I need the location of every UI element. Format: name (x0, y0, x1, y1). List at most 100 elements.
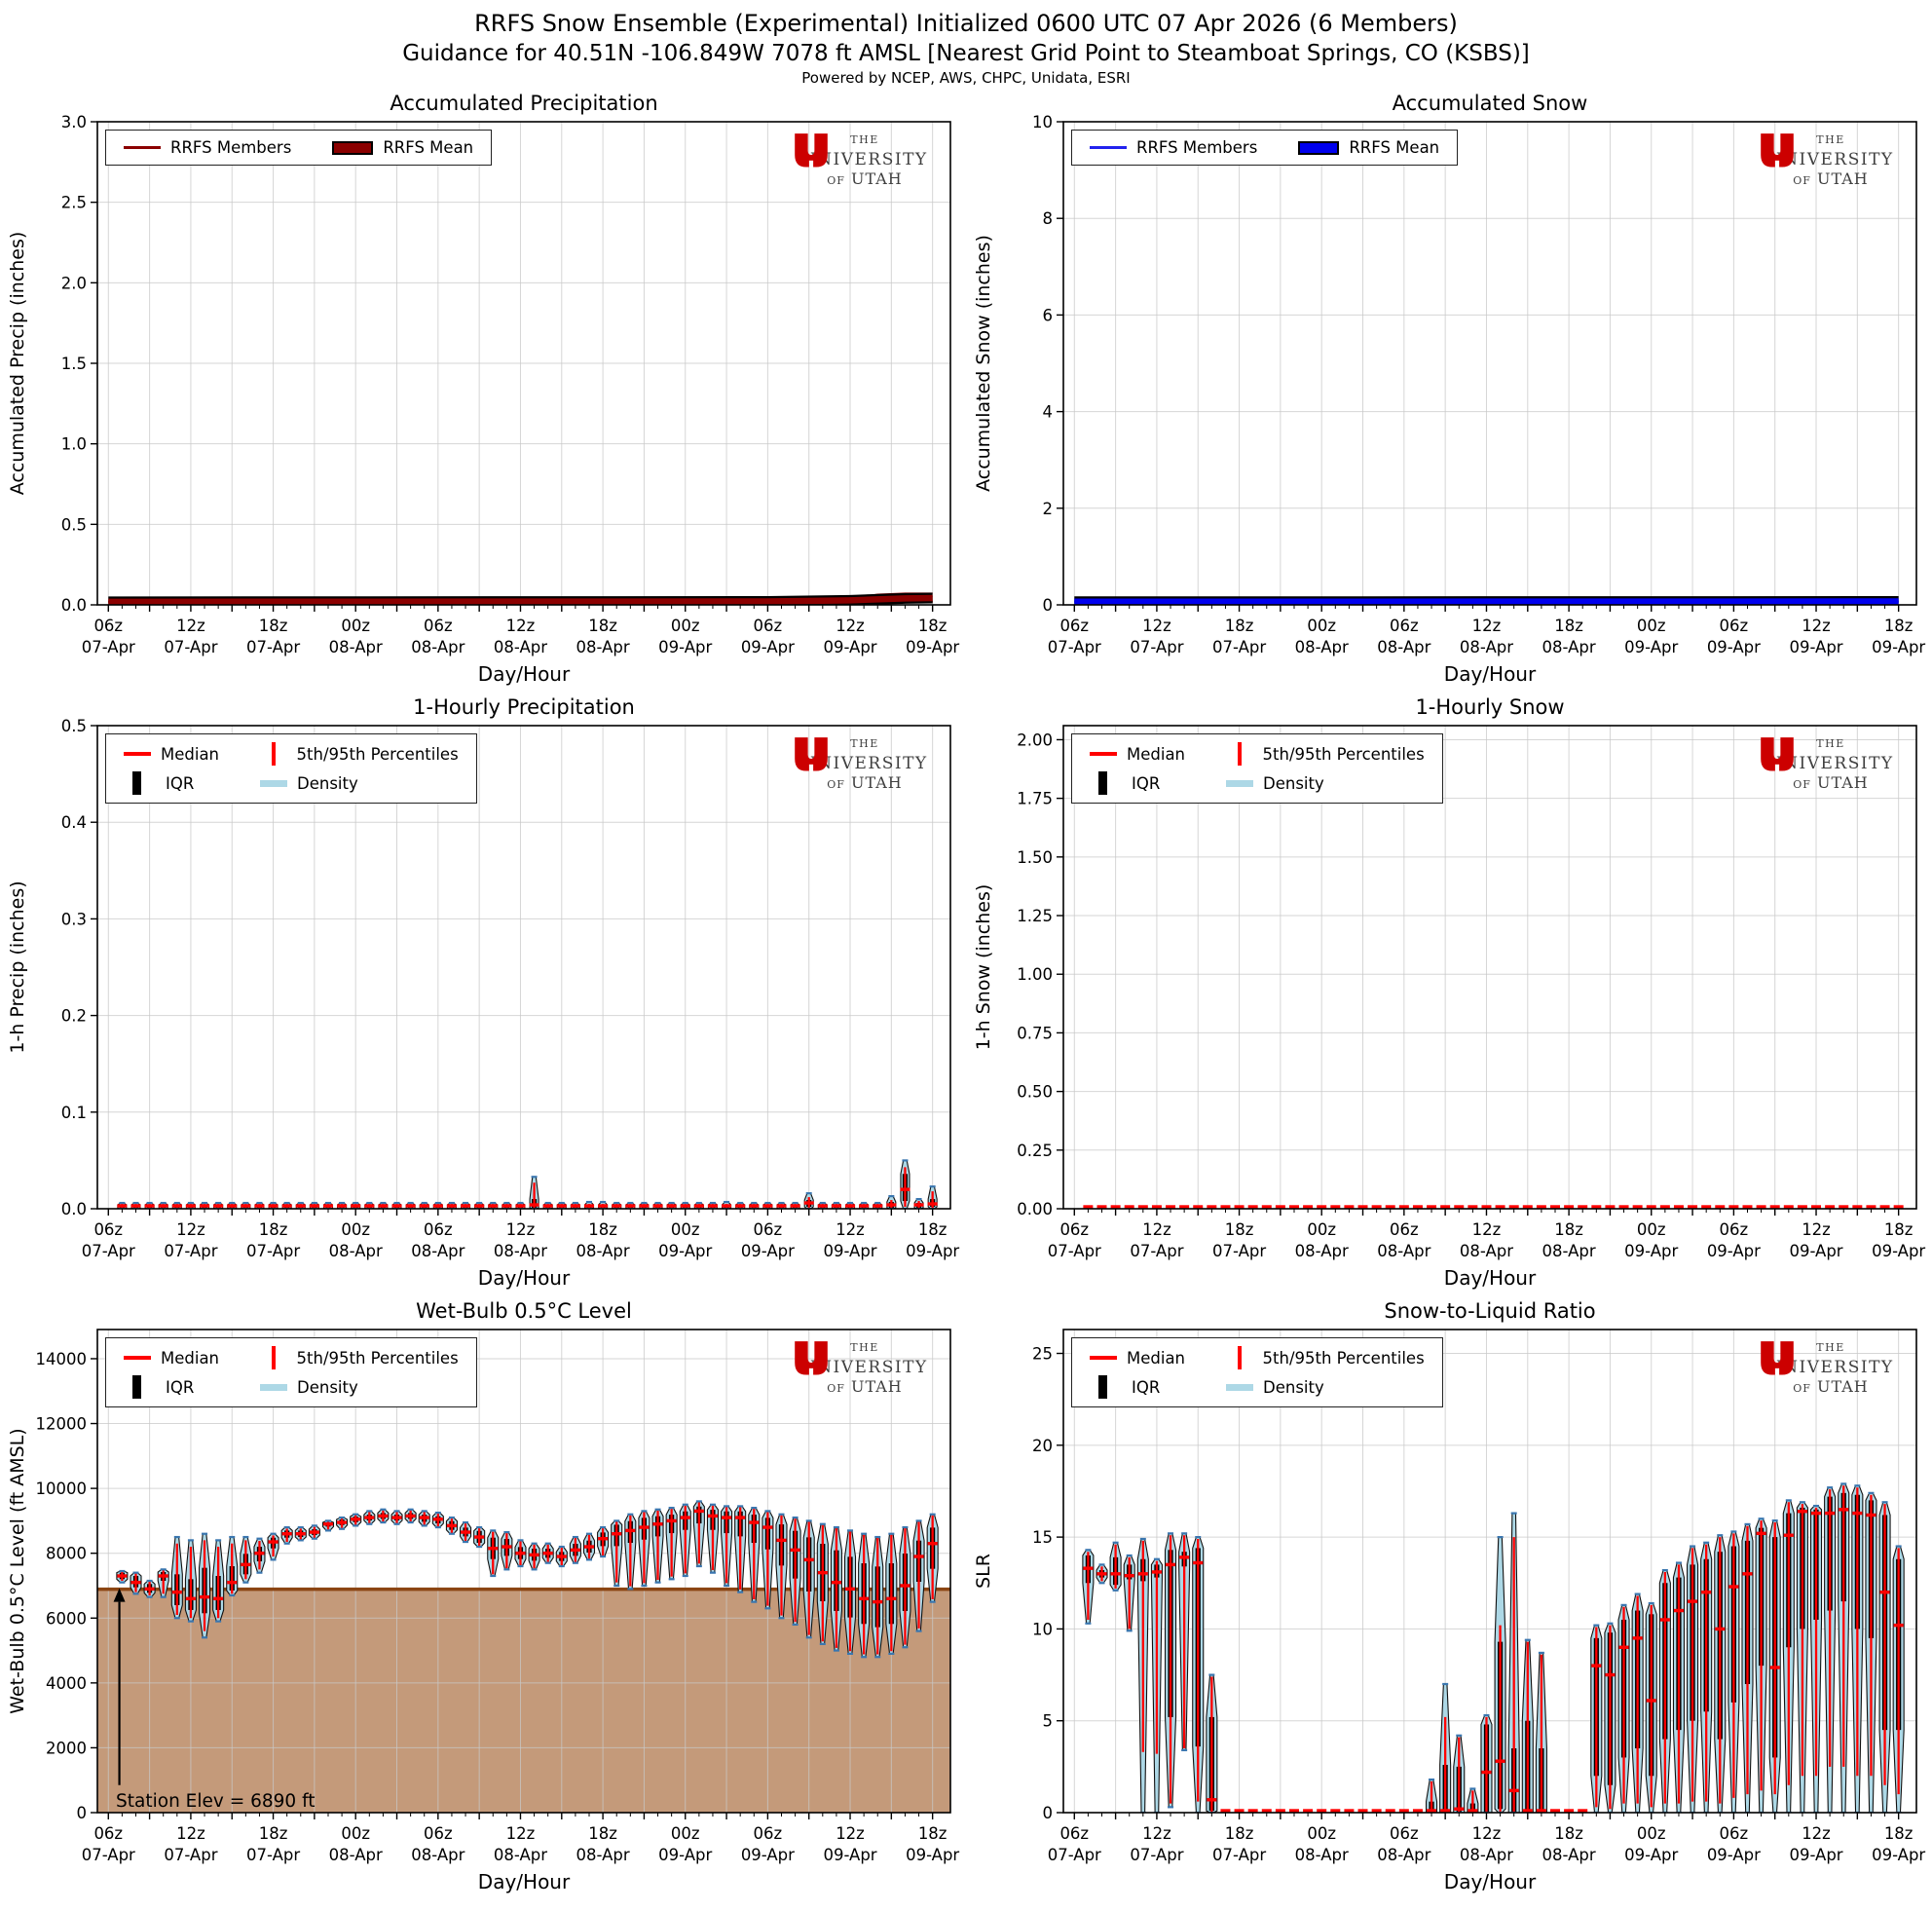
svg-text:Accumulated Snow: Accumulated Snow (1393, 92, 1588, 115)
median-dash (1578, 1205, 1588, 1209)
y-tick-label: 2.0 (61, 274, 87, 292)
violin-cap (1098, 1563, 1105, 1566)
median-dash (927, 1202, 938, 1206)
violin-cap (283, 1201, 290, 1205)
violin-cap (1785, 1499, 1792, 1502)
violin-cap (751, 1201, 758, 1205)
x-tick-hour: 18z (1884, 617, 1913, 635)
median-dash (680, 1516, 690, 1519)
violin-cap (531, 1176, 538, 1179)
x-tick-hour: 18z (259, 617, 288, 635)
median-dash (1166, 1205, 1176, 1209)
violin-cap (1607, 1622, 1614, 1625)
violin-cap (1098, 1582, 1105, 1585)
x-tick-date: 08-Apr (1377, 1242, 1430, 1260)
y-axis-label: Wet-Bulb 0.5°C Level (ft AMSL) (7, 1428, 28, 1713)
median-dash (1110, 1572, 1121, 1576)
violin-cap (324, 1519, 331, 1522)
violin-cap (1703, 1541, 1710, 1544)
x-tick-date: 07-Apr (1048, 1242, 1101, 1260)
y-tick-label: 2000 (46, 1739, 87, 1757)
median-dash (625, 1528, 636, 1533)
x-tick-date: 08-Apr (494, 1242, 547, 1260)
median-dash (144, 1204, 155, 1208)
x-tick-hour: 18z (1554, 617, 1583, 635)
utah-block-u-icon (1761, 737, 1794, 771)
x-tick-date: 07-Apr (164, 1242, 217, 1260)
median-dash (762, 1204, 773, 1208)
university-of-utah-logo: THE UNIVERSITY OF UTAH (1757, 737, 1905, 792)
x-tick-hour: 06z (1720, 1824, 1749, 1843)
median-dash (1179, 1205, 1190, 1209)
median-dash (735, 1204, 746, 1208)
accum-precip-legend: RRFS Members RRFS Mean (105, 130, 493, 166)
median-dash (831, 1204, 841, 1208)
y-tick-label: 1.00 (1017, 965, 1053, 984)
median-dash (502, 1204, 512, 1208)
median-dash (1756, 1205, 1766, 1209)
legend-label: 5th/95th Percentiles (296, 1348, 459, 1368)
y-tick-label: 1.75 (1017, 790, 1053, 808)
y-tick-label: 4 (1043, 403, 1054, 422)
station-elev-arrowhead (113, 1588, 126, 1602)
violin-cap (1840, 1482, 1847, 1485)
violin-cap (256, 1537, 263, 1540)
y-tick-label: 1.5 (61, 355, 87, 373)
hourly-precip-series (117, 1159, 938, 1209)
x-tick-hour: 12z (1802, 1824, 1831, 1843)
x-tick-date: 08-Apr (329, 1242, 383, 1260)
panel-hourly-precip: 1-Hourly Precipitation 06z 07-Apr 12z 07-Apr… (0, 691, 966, 1294)
median-dash (1454, 1205, 1465, 1209)
legend-swatch-density (260, 1383, 288, 1391)
violin-cap (847, 1201, 854, 1205)
violin-cap (641, 1510, 648, 1513)
violin-cap (146, 1201, 153, 1205)
y-tick-label: 0 (1043, 596, 1054, 615)
x-tick-date: 08-Apr (411, 1846, 464, 1864)
x-tick-date: 07-Apr (82, 1846, 135, 1864)
violin-cap (600, 1525, 607, 1529)
violin-cap (1881, 1501, 1888, 1504)
utah-block-u-icon (795, 133, 828, 168)
violin-cap (1895, 1545, 1902, 1548)
median-dash (1193, 1560, 1204, 1565)
violin-cap (695, 1500, 702, 1503)
violin-cap (434, 1201, 441, 1205)
median-dash (749, 1204, 760, 1208)
legend-swatch-median (124, 1355, 151, 1361)
x-tick-date: 09-Apr (1707, 1846, 1761, 1864)
median-dash (281, 1532, 292, 1536)
legend-item: 5th/95th Percentiles (1226, 1346, 1425, 1369)
violin-cap (1854, 1484, 1861, 1487)
legend-label: Density (297, 773, 358, 793)
legend-item: RRFS Mean (1298, 138, 1439, 157)
violin-cap (600, 1200, 607, 1204)
median-dash (213, 1596, 224, 1600)
violin-cap (119, 1201, 126, 1205)
median-dash (1742, 1205, 1753, 1209)
median-dash (1440, 1205, 1451, 1209)
median-dash (1288, 1809, 1299, 1813)
legend-swatch-median (1090, 1355, 1117, 1361)
x-tick-date: 09-Apr (1789, 1242, 1842, 1260)
violin-cap (407, 1201, 414, 1205)
violin-cap (463, 1540, 469, 1544)
median-dash (625, 1204, 636, 1208)
median-dash (1839, 1508, 1849, 1512)
x-tick-date: 08-Apr (329, 638, 383, 656)
median-dash (1357, 1205, 1368, 1209)
median-dash (803, 1557, 814, 1562)
median-dash (1317, 1205, 1327, 1209)
x-tick-hour: 06z (754, 1220, 783, 1239)
legend-swatch-median (1090, 751, 1117, 757)
median-dash (1866, 1513, 1876, 1518)
x-tick-hour: 06z (1390, 617, 1419, 635)
violin-cap (724, 1584, 730, 1588)
x-tick-date: 08-Apr (1295, 1846, 1349, 1864)
violin-cap (270, 1532, 277, 1535)
violin-cap (888, 1652, 895, 1655)
median-dash (227, 1204, 238, 1208)
x-axis-label: Day/Hour (1444, 1870, 1537, 1893)
logo-university: UNIVERSITY (1767, 754, 1894, 773)
violin-cap (1139, 1537, 1146, 1541)
